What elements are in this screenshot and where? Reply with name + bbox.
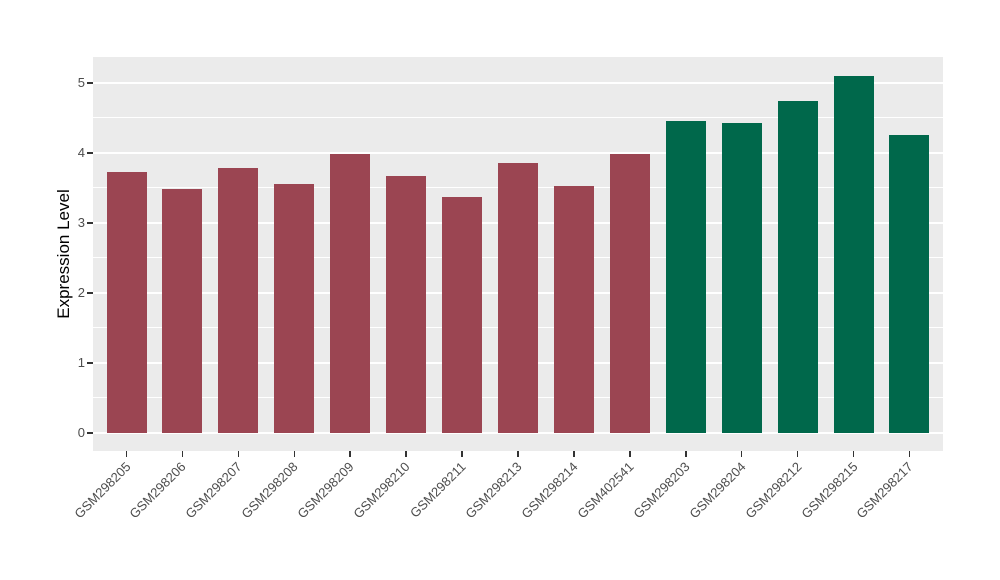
bar-GSM298214 xyxy=(553,185,594,433)
x-tick-mark xyxy=(740,451,743,457)
x-tick-label: GSM298214 xyxy=(518,459,581,522)
x-tick-mark xyxy=(517,451,519,457)
bar-GSM298215 xyxy=(833,75,874,433)
bar-GSM298203 xyxy=(665,121,706,433)
bar-GSM298207 xyxy=(218,168,259,433)
y-tick-mark xyxy=(87,82,93,84)
y-tick-label: 2 xyxy=(77,284,85,300)
x-tick-label: GSM298205 xyxy=(70,459,134,522)
x-tick-label: GSM298210 xyxy=(350,459,413,522)
bar-GSM298205 xyxy=(106,172,147,433)
bar-GSM402541 xyxy=(609,153,650,433)
x-tick-label: GSM298212 xyxy=(741,459,805,522)
y-tick-mark xyxy=(87,152,93,154)
y-tick-label: 4 xyxy=(77,144,85,160)
bar-GSM298210 xyxy=(386,175,427,433)
x-tick-mark xyxy=(461,451,463,457)
x-tick-label: GSM298209 xyxy=(294,459,357,522)
x-tick-label: GSM298215 xyxy=(797,459,861,522)
plot-panel xyxy=(93,57,943,451)
bar-GSM298206 xyxy=(162,189,203,433)
x-tick-mark xyxy=(573,451,575,457)
bar-GSM298211 xyxy=(442,196,483,433)
x-tick-mark xyxy=(405,451,407,457)
x-tick-mark xyxy=(293,451,296,457)
bar-GSM298212 xyxy=(777,101,818,433)
x-tick-label: GSM298208 xyxy=(238,459,301,522)
bar-GSM298213 xyxy=(498,162,538,433)
x-tick-mark xyxy=(852,451,855,457)
gridline-major xyxy=(93,152,943,154)
x-tick-mark xyxy=(908,451,911,457)
y-tick-mark xyxy=(87,432,93,434)
x-tick-mark xyxy=(349,451,351,457)
x-tick-mark xyxy=(237,451,240,457)
y-tick-mark xyxy=(87,362,93,364)
y-tick-label: 3 xyxy=(77,214,85,230)
gridline-major xyxy=(93,432,943,434)
gridline-minor xyxy=(93,117,943,119)
x-tick-mark xyxy=(629,451,631,457)
x-tick-mark xyxy=(181,451,184,457)
gridline-major xyxy=(93,82,943,84)
bar-GSM298217 xyxy=(889,135,930,433)
x-tick-mark xyxy=(796,451,799,457)
x-tick-label: GSM298211 xyxy=(407,459,469,521)
bar-GSM298208 xyxy=(274,184,315,433)
y-tick-label: 0 xyxy=(77,424,85,440)
y-tick-mark xyxy=(87,222,93,224)
y-tick-label: 1 xyxy=(77,354,85,370)
x-tick-label: GSM402541 xyxy=(574,459,637,522)
x-tick-mark xyxy=(125,451,128,457)
x-tick-label: GSM298207 xyxy=(182,459,245,522)
x-tick-label: GSM298204 xyxy=(686,459,749,522)
x-tick-mark xyxy=(685,451,687,457)
x-tick-label: GSM298213 xyxy=(462,459,525,522)
x-tick-label: GSM298217 xyxy=(853,459,917,522)
y-tick-mark xyxy=(87,292,93,294)
x-tick-label: GSM298203 xyxy=(630,459,693,522)
bar-GSM298204 xyxy=(721,123,762,433)
x-tick-label: GSM298206 xyxy=(126,459,190,522)
y-tick-label: 5 xyxy=(77,74,85,90)
bar-GSM298209 xyxy=(330,154,371,433)
